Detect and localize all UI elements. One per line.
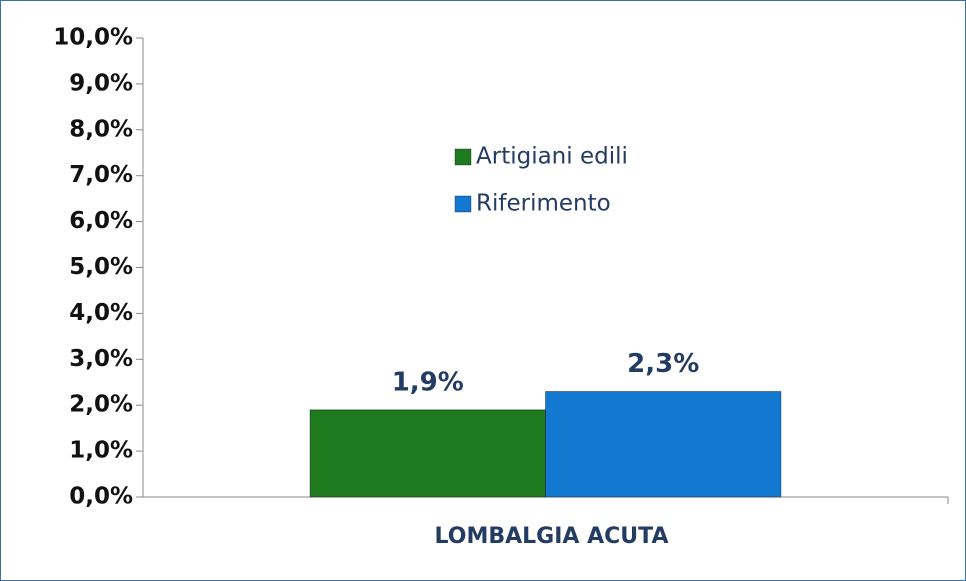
- legend-swatch: [454, 195, 472, 213]
- y-tick-label: 7,0%: [69, 162, 133, 188]
- y-tick-label: 0,0%: [69, 484, 133, 510]
- value-label: 1,9%: [392, 367, 464, 397]
- legend-swatch: [454, 148, 472, 166]
- bar: [309, 409, 546, 498]
- legend-label: Riferimento: [476, 191, 611, 217]
- y-tick-label: 5,0%: [69, 254, 133, 280]
- value-label: 2,3%: [627, 349, 699, 379]
- y-tick-label: 1,0%: [69, 438, 133, 464]
- x-tick-label: LOMBALGIA ACUTA: [435, 524, 669, 549]
- legend-label: Artigiani edili: [476, 144, 628, 170]
- y-tick-label: 3,0%: [69, 346, 133, 372]
- y-tick-label: 2,0%: [69, 392, 133, 418]
- y-tick-label: 8,0%: [69, 116, 133, 142]
- y-tick-label: 6,0%: [69, 208, 133, 234]
- bar: [545, 390, 782, 498]
- y-tick-label: 10,0%: [53, 25, 133, 51]
- y-tick-label: 4,0%: [69, 300, 133, 326]
- y-tick-label: 9,0%: [69, 70, 133, 96]
